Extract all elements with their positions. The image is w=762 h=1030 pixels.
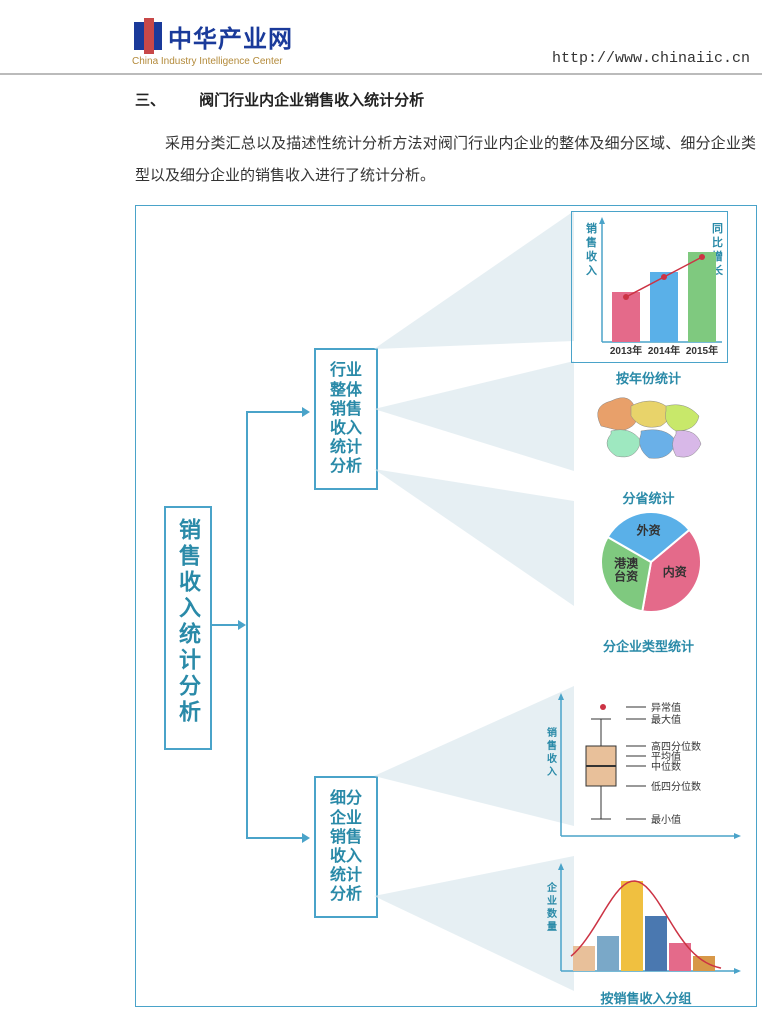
- svg-text:收: 收: [547, 752, 557, 765]
- fan-connector: [374, 211, 574, 611]
- root-label: 销售收入统计分析: [172, 518, 204, 726]
- svg-text:数: 数: [547, 907, 558, 920]
- logo-subtitle: China Industry Intelligence Center: [132, 56, 293, 67]
- pie-title: 分企业类型统计: [571, 636, 726, 655]
- svg-text:收: 收: [586, 249, 597, 263]
- hist-title: 按销售收入分组: [556, 988, 736, 1007]
- svg-text:最小值: 最小值: [651, 813, 681, 826]
- svg-text:企: 企: [546, 881, 558, 894]
- section-number: 三、: [135, 89, 195, 110]
- svg-text:入: 入: [547, 766, 557, 778]
- diagram: 销售收入统计分析 行业整体销售收入统计分析 细分企业销售收入统计分析: [135, 205, 757, 1007]
- url-text: http://www.chinaiic.cn: [552, 50, 750, 69]
- histogram-chart: 企业数量: [541, 861, 746, 986]
- svg-text:低四分位数: 低四分位数: [651, 780, 701, 793]
- svg-text:销: 销: [547, 726, 557, 739]
- connector: [246, 411, 248, 839]
- connector: [210, 624, 238, 626]
- branch1-label: 行业整体销售收入统计分析: [328, 361, 364, 476]
- svg-text:同: 同: [712, 222, 723, 235]
- svg-text:最大值: 最大值: [651, 713, 681, 726]
- root-node: 销售收入统计分析: [164, 506, 212, 750]
- paragraph: 采用分类汇总以及描述性统计分析方法对阀门行业内企业的整体及细分区域、细分企业类型…: [0, 128, 762, 191]
- branch2-node: 细分企业销售收入统计分析: [314, 776, 378, 918]
- svg-text:外资: 外资: [637, 523, 661, 538]
- svg-text:2015年: 2015年: [686, 344, 718, 357]
- section-heading: 阀门行业内企业销售收入统计分析: [199, 92, 424, 109]
- svg-text:业: 业: [547, 894, 557, 907]
- logo: 中华产业网 China Industry Intelligence Center: [132, 18, 293, 67]
- connector: [246, 837, 302, 839]
- svg-text:售: 售: [547, 739, 557, 752]
- svg-text:量: 量: [547, 920, 557, 933]
- province-map: [581, 386, 711, 486]
- svg-text:中位数: 中位数: [651, 760, 681, 773]
- svg-text:2014年: 2014年: [648, 344, 680, 357]
- svg-text:台资: 台资: [614, 569, 638, 584]
- svg-text:入: 入: [586, 264, 597, 277]
- connector: [246, 411, 302, 413]
- logo-name: 中华产业网: [168, 19, 293, 54]
- svg-text:比: 比: [712, 235, 723, 249]
- svg-text:港澳: 港澳: [614, 556, 639, 571]
- svg-text:异常值: 异常值: [651, 701, 681, 714]
- boxplot-chart: 销售收入异常值最大值高四分位数平均值中位数低四分位数最小值: [541, 691, 746, 851]
- svg-text:内资: 内资: [663, 564, 687, 579]
- svg-text:售: 售: [585, 235, 597, 249]
- year-chart-title: 按年份统计: [571, 368, 726, 387]
- svg-text:2013年: 2013年: [610, 344, 642, 357]
- branch1-node: 行业整体销售收入统计分析: [314, 348, 378, 490]
- section-title: 三、 阀门行业内企业销售收入统计分析: [0, 89, 762, 110]
- svg-text:销: 销: [586, 221, 597, 235]
- branch2-label: 细分企业销售收入统计分析: [328, 789, 364, 904]
- pie-chart: 内资 港澳台资 外资: [576, 502, 726, 622]
- year-chart: 销售收入同比增长2013年2014年2015年: [571, 211, 728, 363]
